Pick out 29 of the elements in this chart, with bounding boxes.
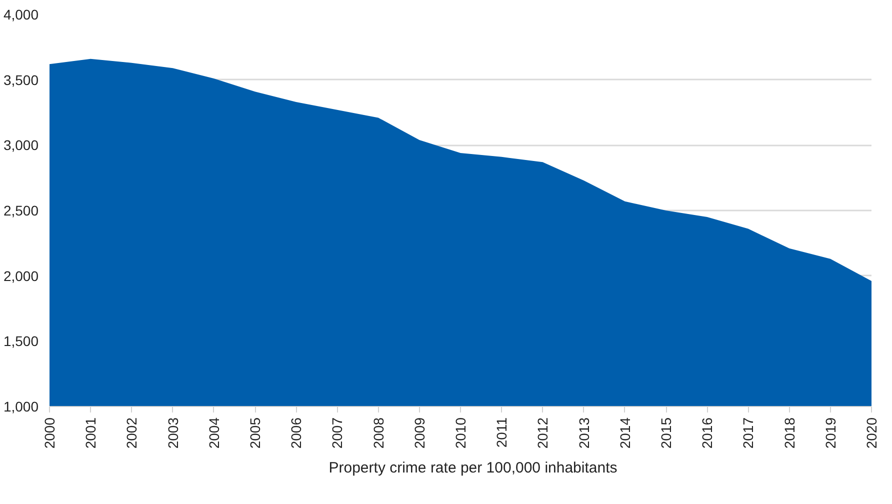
x-tick-label: 2018: [781, 417, 798, 449]
x-tick-label: 2005: [247, 417, 263, 449]
y-tick-label: 3,500: [3, 72, 39, 88]
x-tick-label: 2002: [124, 417, 140, 449]
x-tick-label: 2009: [411, 417, 428, 449]
x-tick-label: 2019: [822, 417, 838, 449]
y-tick-label: 2,500: [3, 202, 39, 218]
x-tick-label: 2012: [534, 417, 551, 449]
x-tick-label: 2004: [206, 417, 222, 449]
x-tick-label: 2014: [616, 417, 633, 449]
y-tick-label: 2,000: [3, 268, 39, 284]
x-tick-label: 2015: [658, 417, 674, 449]
text: Property crime rate per 100,000 inhabitants: [328, 460, 618, 476]
x-tick-label: 2000: [42, 417, 58, 449]
x-tick-label: 2011: [494, 417, 510, 448]
y-tick-label: 4,000: [3, 6, 39, 22]
x-tick-label: 2006: [288, 417, 304, 449]
y-tick-label: 1,000: [3, 398, 39, 414]
x-tick-label: 2008: [370, 417, 386, 449]
x-tick-label: 2010: [452, 417, 468, 449]
x-tick-label: 2017: [740, 417, 756, 449]
y-tick-label: 3,000: [3, 137, 39, 154]
x-tick-label: 2013: [576, 417, 592, 449]
x-tick-label: 2001: [82, 417, 99, 449]
x-tick-label: 2016: [699, 417, 716, 449]
x-tick-label: 2007: [329, 417, 346, 449]
x-tick-label: 2003: [164, 417, 181, 449]
y-tick-label: 1,500: [3, 333, 39, 350]
x-tick-label: 2020: [864, 417, 880, 449]
